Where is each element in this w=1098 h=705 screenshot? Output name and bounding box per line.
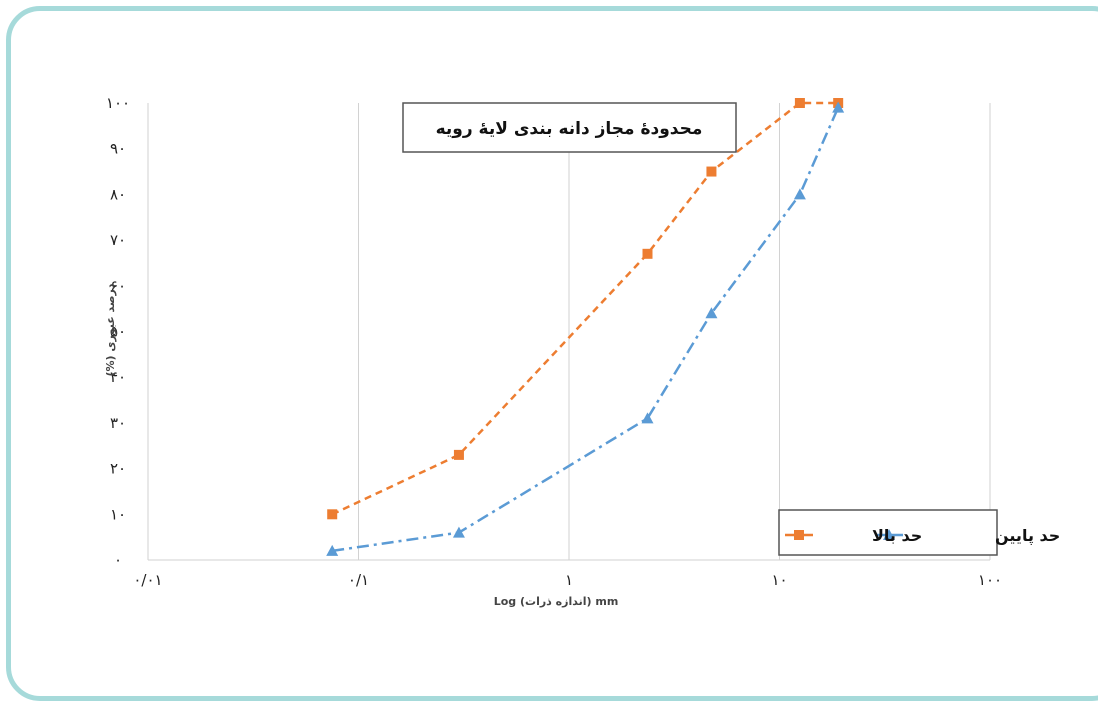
series-group	[326, 102, 844, 556]
data-point-square	[794, 530, 804, 540]
chart-title-box: محدودهٔ مجاز دانه بندی لایهٔ رویه	[403, 103, 736, 152]
x-tick-label: ۰/۰۱	[133, 571, 162, 589]
data-point-triangle	[794, 188, 806, 199]
data-point-square	[642, 249, 652, 259]
data-point-triangle	[641, 412, 653, 423]
y-tick-label: ۰	[114, 551, 122, 569]
series-line	[332, 103, 838, 514]
data-point-square	[706, 167, 716, 177]
y-tick-label: ۳۰	[110, 414, 126, 432]
x-tick-label: ۰/۱	[348, 571, 369, 589]
y-tick-label: ۸۰	[110, 185, 126, 203]
legend: حد پایین حد بالا	[779, 510, 1060, 555]
y-tick-label: ۷۰	[110, 231, 126, 249]
data-point-square	[795, 98, 805, 108]
x-tick-label: ۱۰۰	[978, 571, 1002, 589]
y-tick-label: ۱۰	[110, 505, 126, 523]
y-axis-title: درصد عبوری (%)	[104, 283, 117, 376]
y-tick-label: ۱۰۰	[106, 94, 130, 112]
x-axis-title: Log (اندازه ذرات) mm	[494, 595, 619, 608]
x-tick-labels: ۰/۰۱ ۰/۱ ۱ ۱۰ ۱۰۰	[133, 571, 1002, 589]
data-point-square	[454, 450, 464, 460]
series-line	[332, 108, 838, 551]
chart-title: محدودهٔ مجاز دانه بندی لایهٔ رویه	[436, 119, 703, 139]
x-tick-label: ۱۰	[771, 571, 787, 589]
data-point-triangle	[453, 527, 465, 538]
data-point-square	[327, 509, 337, 519]
y-tick-label: ۹۰	[110, 140, 126, 158]
y-axis-title-group: درصد عبوری (%)	[104, 283, 117, 376]
series-lines	[326, 98, 844, 556]
y-tick-label: ۲۰	[110, 460, 126, 478]
x-tick-label: ۱	[565, 571, 573, 589]
legend-label: حد بالا	[872, 526, 922, 545]
grid-lines	[148, 103, 990, 560]
legend-label: حد پایین	[995, 526, 1060, 546]
